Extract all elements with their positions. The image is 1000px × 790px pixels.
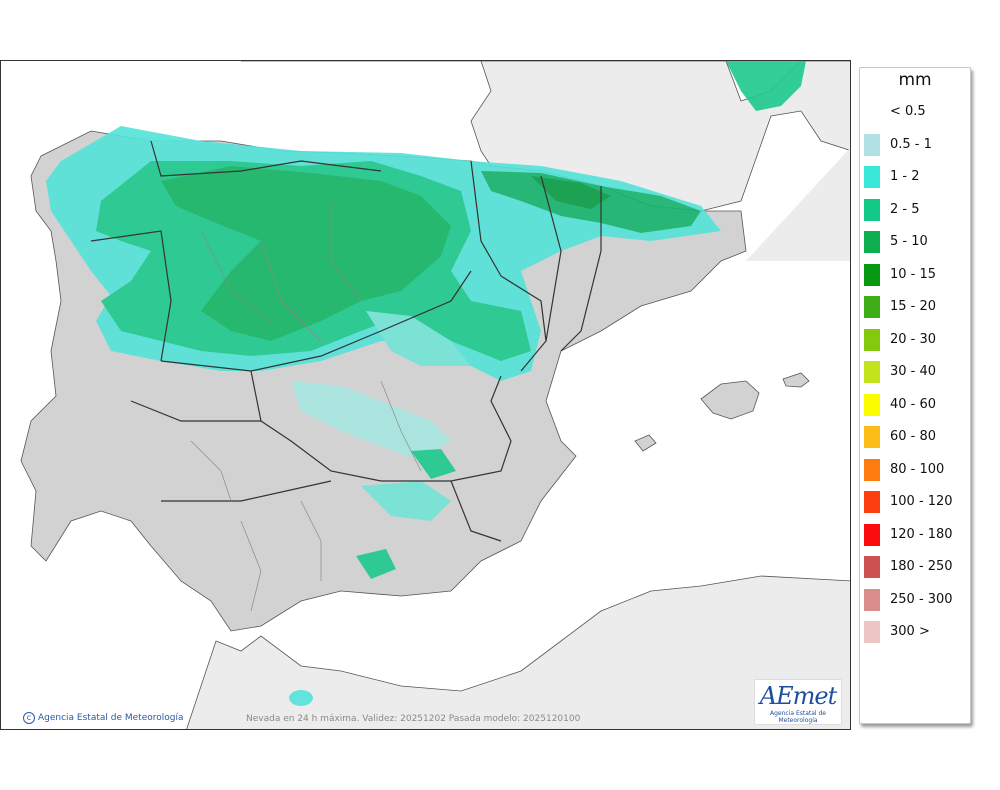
menorca	[782, 372, 810, 388]
legend-label: 15 - 20	[890, 299, 937, 314]
map-svg	[1, 61, 850, 729]
africa-land	[186, 575, 850, 729]
legend-item: 180 - 250	[864, 553, 968, 578]
legend-label: 5 - 10	[890, 234, 928, 249]
legend-title: mm	[898, 70, 932, 90]
legend-item: 120 - 180	[864, 521, 968, 546]
legend-item: 10 - 15	[864, 261, 968, 286]
legend-item: 2 - 5	[864, 196, 968, 221]
snow-area-alps	[726, 61, 806, 111]
legend-swatch	[864, 133, 880, 156]
legend-item: 60 - 80	[864, 423, 968, 448]
legend-swatch	[864, 231, 880, 253]
ibiza	[634, 434, 657, 452]
legend-label: < 0.5	[890, 104, 926, 119]
legend-swatch	[864, 198, 880, 221]
snow-area-iberico	[366, 311, 471, 366]
copyright-icon: c	[23, 712, 35, 724]
legend-label: 100 - 120	[890, 494, 953, 509]
snow-area-central-light	[291, 381, 451, 461]
legend-item: 80 - 100	[864, 456, 968, 481]
snow-area-local	[411, 449, 456, 479]
legend-swatch	[864, 523, 880, 546]
legend-label: 80 - 100	[890, 461, 945, 477]
snow-area-5-10	[161, 166, 451, 341]
snow-area-pyrenees-core	[531, 176, 611, 209]
legend-swatch	[864, 588, 880, 611]
province-borders	[190, 201, 422, 612]
legend-item: 100 - 120	[864, 488, 968, 513]
legend-label: 40 - 60	[890, 396, 937, 412]
legend-item: 250 - 300	[864, 586, 968, 611]
map-caption: Nevada en 24 h máxima. Validez: 20251202…	[246, 714, 581, 724]
snow-patches	[46, 61, 806, 706]
legend-item: 30 - 40	[864, 358, 968, 383]
aemet-logo: AEmet Agencia Estatal de Meteorología	[754, 679, 842, 725]
italy-land	[746, 148, 850, 261]
legend-label: 1 - 2	[890, 169, 920, 184]
snow-area-segura	[361, 481, 451, 521]
legend-item: 20 - 30	[864, 326, 968, 351]
map-panel: c Agencia Estatal de Meteorología Nevada …	[0, 60, 851, 730]
legend-label: 180 - 250	[890, 559, 953, 574]
legend-item: 5 - 10	[864, 228, 968, 253]
legend-item: 15 - 20	[864, 293, 968, 318]
legend-swatch	[864, 361, 880, 383]
legend-label: 250 - 300	[890, 591, 953, 607]
legend-swatch	[864, 458, 880, 481]
legend-label: 30 - 40	[890, 364, 937, 379]
credit-text: c Agencia Estatal de Meteorología	[23, 712, 184, 724]
legend-swatch	[864, 296, 880, 318]
legend-swatch	[864, 426, 880, 448]
legend-swatch	[864, 556, 880, 578]
legend-label: 10 - 15	[890, 266, 937, 282]
legend-label: 2 - 5	[890, 201, 920, 217]
legend-item: 40 - 60	[864, 391, 968, 416]
snow-area-atlas	[289, 690, 313, 706]
snow-area-sierra-nevada	[356, 549, 396, 579]
legend-label: 120 - 180	[890, 526, 953, 542]
legend-label: 20 - 30	[890, 331, 937, 347]
legend-swatch	[864, 393, 880, 416]
legend-item: 1 - 2	[864, 163, 968, 188]
legend-swatch	[864, 166, 880, 188]
mallorca	[700, 380, 760, 420]
legend-panel: mm < 0.5 0.5 - 1 1 - 2 2 - 5 5 - 10 10 - 15 15…	[859, 67, 971, 724]
legend-label: 0.5 - 1	[890, 136, 932, 152]
legend-item: 0.5 - 1	[864, 131, 968, 156]
legend-swatch	[864, 263, 880, 286]
legend-item: 300 >	[864, 618, 968, 643]
region-borders	[90, 140, 602, 542]
legend-label: 300 >	[890, 624, 930, 639]
legend-swatch	[864, 621, 880, 643]
legend-label: 60 - 80	[890, 429, 937, 444]
legend-swatch	[864, 491, 880, 513]
legend-swatch	[864, 328, 880, 351]
legend-item: < 0.5	[864, 98, 968, 122]
